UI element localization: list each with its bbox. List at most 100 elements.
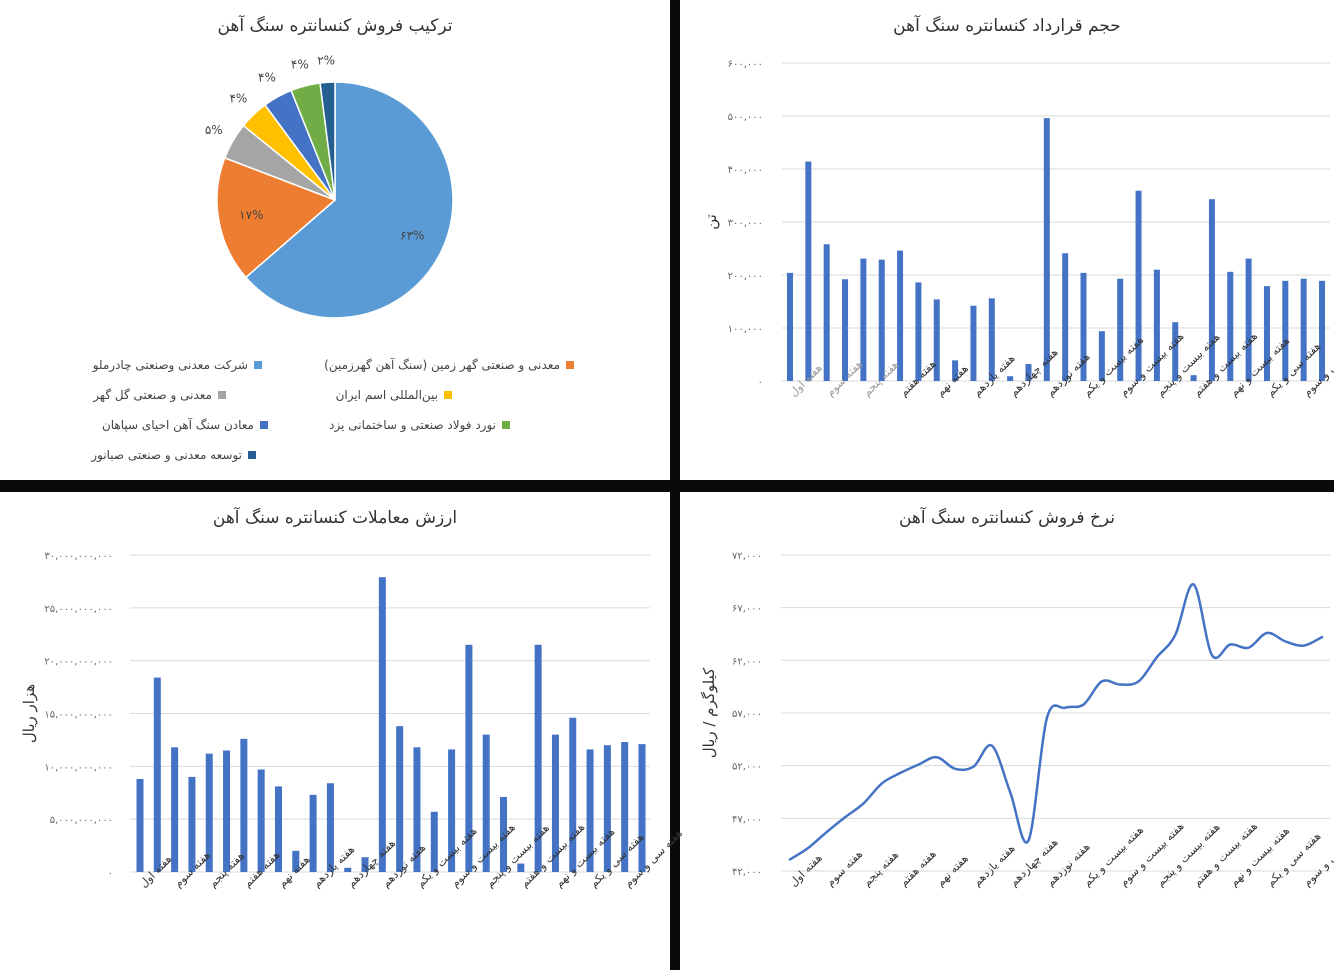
y-tick-label: ۲۰,۰۰۰,۰۰۰,۰۰۰	[44, 657, 113, 668]
legend-item: شرکت معدنی وصنعتی چادرملو	[93, 358, 262, 372]
price-chart-panel: نرخ فروش کنسانتره سنگ آهن	[680, 492, 1334, 970]
bar	[1172, 322, 1179, 381]
bar	[378, 577, 386, 872]
y-tick-label: ۲۰۰,۰۰۰	[728, 271, 763, 282]
y-tick-label: ۳۰,۰۰۰,۰۰۰,۰۰۰	[44, 551, 113, 562]
bar	[1282, 280, 1289, 381]
bar	[1208, 199, 1215, 381]
bar	[413, 747, 421, 872]
x-tick-label: هفته بیست و سوم	[1117, 820, 1187, 890]
x-tick-label: هفته سوم	[824, 847, 866, 889]
y-tick-label: ۶۰۰,۰۰۰	[728, 59, 763, 70]
legend-swatch	[502, 421, 510, 429]
bar	[205, 753, 213, 872]
legend-swatch	[260, 421, 268, 429]
bar	[448, 749, 456, 872]
bar	[1227, 271, 1234, 381]
bar	[1025, 364, 1032, 381]
bar	[1062, 253, 1069, 381]
y-tick-label: ۵۰۰,۰۰۰	[728, 112, 763, 123]
bar	[878, 259, 885, 381]
volume-chart-panel: حجم قرارداد کنسانتره سنگ آهن	[680, 0, 1334, 480]
bar	[517, 863, 525, 872]
bar	[988, 298, 995, 381]
legend-item: نورد فولاد صنعتی و ساختمانی یزد	[329, 418, 510, 432]
bar	[842, 279, 849, 381]
bar	[274, 786, 282, 872]
bar	[897, 250, 904, 381]
legend-swatch	[444, 391, 452, 399]
bar	[1263, 286, 1270, 381]
y-tick-label: ۴۲,۰۰۰	[732, 867, 762, 878]
bar	[171, 747, 179, 872]
pie-chart-panel: ترکیب فروش کنسانتره سنگ آهن شرکت معدنی و…	[0, 0, 670, 480]
bar	[1117, 278, 1124, 381]
bar	[1135, 190, 1142, 381]
y-tick-label: ۰	[758, 377, 763, 388]
pie-slice	[319, 81, 336, 201]
x-tick-label: هفته نهم	[934, 852, 971, 889]
y-tick-label: ۳۰۰,۰۰۰	[728, 218, 763, 229]
bar	[430, 811, 438, 872]
pie-data-label: ۶۳%	[400, 228, 424, 242]
x-tick-label: هفته پنجم	[860, 848, 901, 889]
y-tick-label: ۱۰,۰۰۰,۰۰۰,۰۰۰	[44, 762, 113, 773]
bar	[603, 745, 611, 872]
x-tick-label: هفته بیست و هفتم	[1191, 819, 1261, 889]
bar	[569, 717, 577, 872]
pie-slice	[216, 156, 337, 279]
bar	[482, 734, 490, 872]
y-tick-label: ۲۵,۰۰۰,۰۰۰,۰۰۰	[44, 604, 113, 615]
pie-data-label: ۴%	[291, 57, 309, 71]
y-tick-label: ۱۵,۰۰۰,۰۰۰,۰۰۰	[44, 710, 113, 721]
bar	[952, 360, 959, 381]
legend-item: بین‌المللی اسم ایران	[336, 388, 452, 402]
bar	[586, 749, 594, 872]
bar	[396, 726, 404, 872]
bar	[188, 776, 196, 872]
bar	[1319, 280, 1325, 381]
y-tick-label: ۷۲,۰۰۰	[732, 551, 762, 562]
legend-label: توسعه معدنی و صنعتی صبانور	[91, 448, 242, 462]
bar	[309, 794, 317, 872]
bar	[621, 742, 629, 872]
bar	[1190, 375, 1197, 381]
bar	[344, 867, 352, 872]
legend-label: بین‌المللی اسم ایران	[335, 388, 438, 402]
legend-label: نورد فولاد صنعتی و ساختمانی یزد	[329, 418, 496, 432]
bar	[292, 850, 300, 872]
value-chart-panel: ارزش معاملات کنسانتره سنگ آهن	[0, 492, 670, 970]
bar	[915, 282, 922, 381]
y-tick-label: ۶۲,۰۰۰	[732, 656, 762, 667]
bar	[136, 779, 144, 872]
volume-chart-title: حجم قرارداد کنسانتره سنگ آهن	[893, 16, 1121, 36]
x-tick-label: هفته بیست و پنجم	[1154, 820, 1223, 889]
bar	[823, 244, 830, 381]
y-tick-label: ۵۲,۰۰۰	[732, 762, 762, 773]
y-axis-label: تن	[702, 214, 720, 230]
pie-data-label: ۴%	[258, 71, 276, 85]
y-tick-label: ۴۷,۰۰۰	[732, 814, 762, 825]
bar	[223, 750, 231, 872]
bar	[361, 857, 369, 872]
legend-item: معادن سنگ آهن احیای سپاهان	[102, 418, 268, 432]
x-tick-label: هفته هفتم	[897, 847, 939, 889]
pie-data-label: ۵%	[205, 123, 223, 137]
legend-label: معادن سنگ آهن احیای سپاهان	[101, 418, 254, 432]
bar	[465, 644, 473, 872]
price-chart-title: نرخ فروش کنسانتره سنگ آهن	[898, 508, 1116, 528]
bar	[1043, 118, 1050, 382]
legend-swatch	[218, 391, 226, 399]
legend-swatch	[566, 361, 574, 369]
y-tick-label: ۵۷,۰۰۰	[732, 709, 762, 720]
bar	[534, 644, 542, 872]
pie-data-label: ۱۷%	[239, 208, 263, 222]
bar	[1245, 258, 1252, 381]
bar	[933, 299, 940, 381]
legend-label: معدنی و صنعتی گهر زمین (سنگ آهن گهرزمین)	[324, 358, 560, 372]
bar	[970, 305, 977, 381]
legend-item: توسعه معدنی و صنعتی صبانور	[91, 448, 256, 462]
y-axis-label: کیلوگرم / ریال	[700, 667, 718, 758]
bar	[500, 796, 508, 872]
